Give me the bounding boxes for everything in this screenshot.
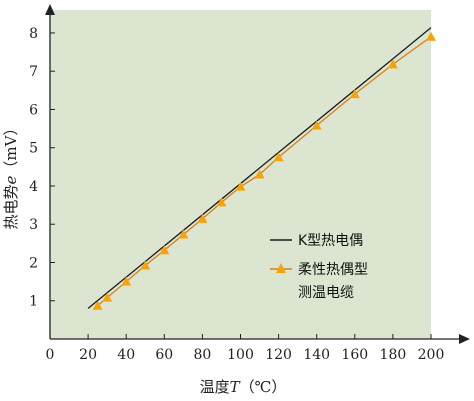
x-tick-label: 60 [155, 347, 173, 363]
x-tick-label: 120 [265, 347, 292, 363]
y-tick-label: 2 [29, 255, 38, 271]
data-point-triangle [121, 276, 132, 286]
x-tick-label: 0 [46, 347, 55, 363]
data-point-triangle [273, 152, 284, 162]
x-axis-title: 温度T（℃） [200, 378, 287, 396]
tick-layer: 0 20 40 60 80 100 120 140 160 180 200 1 2 3 4 5 6 7 8 [29, 26, 444, 363]
data-point-triangle [178, 229, 189, 239]
y-axis-title: 热电势e（mV） [2, 121, 20, 230]
x-tick-label: 100 [227, 347, 254, 363]
legend-label-flexible-cable-line1: 柔性热偶型 [298, 262, 368, 278]
data-point-triangle [92, 300, 103, 310]
series-layer [87, 27, 436, 310]
y-tick-label: 1 [29, 294, 38, 310]
x-axis-arrow [459, 334, 470, 344]
y-tick-label: 3 [29, 217, 38, 233]
data-point-triangle [311, 120, 322, 130]
y-axis-title-unit: （mV） [2, 121, 20, 176]
x-axis-title-prefix: 温度 [200, 378, 230, 396]
legend-marker-triangle [276, 263, 286, 273]
data-point-triangle [159, 245, 170, 255]
y-tick-label: 7 [29, 64, 38, 80]
legend-label-k-thermocouple: K型热电偶 [298, 233, 363, 249]
y-tick-label: 8 [29, 26, 38, 42]
data-point-triangle [102, 292, 113, 302]
x-axis-title-var: T [230, 378, 241, 396]
x-tick-label: 180 [380, 347, 407, 363]
x-tick-label: 40 [117, 347, 135, 363]
x-axis-title-unit: （℃） [240, 378, 287, 396]
data-point-triangle [197, 213, 208, 223]
x-tick-label: 140 [303, 347, 330, 363]
y-axis-title-var: e [2, 175, 20, 184]
data-point-triangle [254, 169, 265, 179]
x-tick-label: 160 [341, 347, 368, 363]
data-point-triangle [235, 181, 246, 191]
plot-background [50, 10, 431, 339]
data-point-triangle [349, 89, 360, 99]
y-axis-arrow [45, 4, 55, 15]
data-point-triangle [140, 260, 151, 270]
y-tick-label: 6 [29, 102, 38, 118]
x-tick-label: 80 [193, 347, 211, 363]
data-point-triangle [387, 59, 398, 69]
x-tick-label: 200 [418, 347, 445, 363]
x-tick-label: 20 [79, 347, 97, 363]
legend-label-flexible-cable-line2: 测温电缆 [298, 285, 354, 301]
data-point-triangle [216, 197, 227, 207]
y-tick-label: 5 [29, 141, 38, 157]
data-point-triangle [426, 31, 436, 41]
y-tick-label: 4 [29, 179, 38, 195]
legend: K型热电偶 柔性热偶型 测温电缆 [270, 233, 368, 301]
y-axis-title-prefix: 热电势 [2, 184, 20, 229]
